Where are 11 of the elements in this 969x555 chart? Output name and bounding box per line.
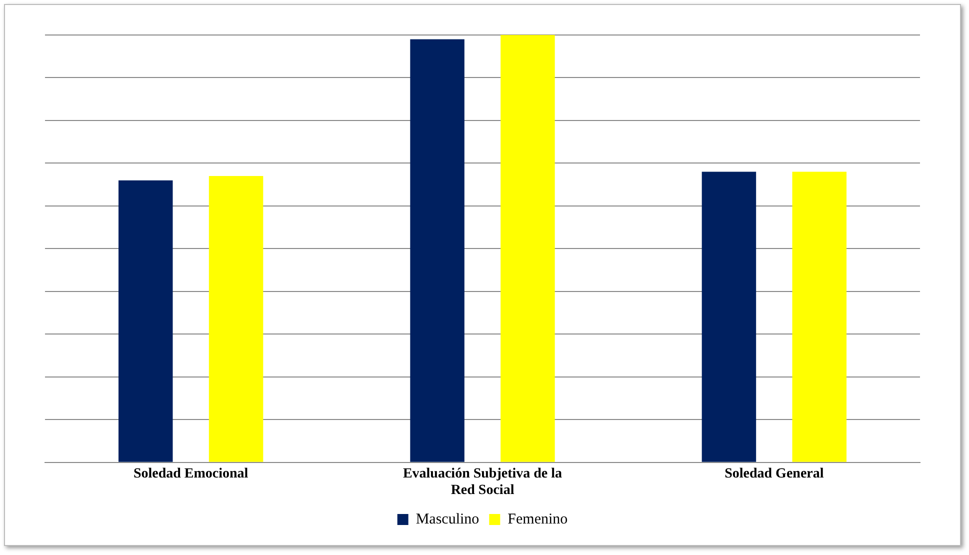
bar — [500, 35, 555, 462]
bar — [792, 172, 846, 462]
legend-label: Masculino — [416, 511, 480, 528]
bar — [702, 172, 756, 462]
legend-label: Femenino — [508, 511, 568, 528]
bar — [208, 176, 264, 462]
x-tick-label: Soledad Emocional — [133, 466, 248, 482]
x-tick-label: Soledad General — [724, 466, 824, 482]
bar — [410, 39, 464, 462]
x-tick-label: Evaluación Subjetiva de la Red Social — [402, 466, 562, 498]
bar — [118, 180, 173, 462]
